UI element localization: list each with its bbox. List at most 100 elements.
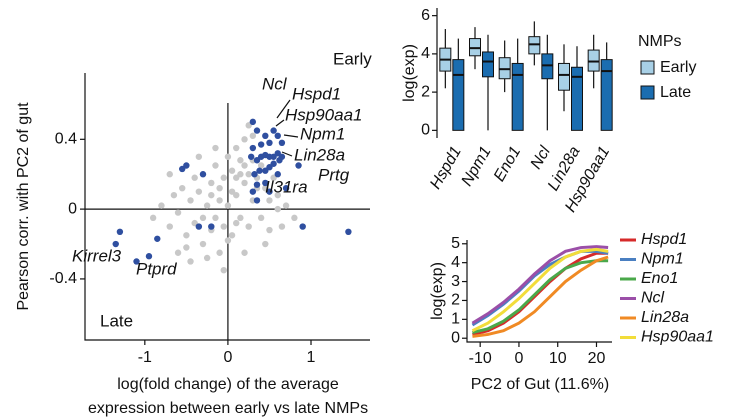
point [228, 167, 236, 174]
y-axis-label: log(exp) [401, 44, 418, 102]
x-tick-label: Ncl [528, 143, 555, 172]
box [452, 59, 465, 131]
point [241, 249, 248, 256]
point [208, 191, 215, 199]
point [220, 266, 227, 274]
point [278, 153, 286, 160]
point [266, 139, 273, 147]
x-tick-label: 1 [307, 349, 316, 366]
point [262, 240, 269, 248]
point [220, 174, 227, 181]
box [600, 59, 613, 131]
y-tick-label: 0 [451, 329, 460, 346]
line [471, 247, 609, 333]
point [266, 197, 273, 204]
point [112, 240, 119, 248]
point [224, 153, 232, 160]
leader-line [283, 134, 299, 138]
point [203, 202, 211, 209]
y-tick-label: -0.4 [49, 270, 77, 287]
axis [84, 73, 370, 341]
point [262, 132, 269, 140]
point [199, 240, 207, 248]
line [471, 245, 609, 325]
point [241, 136, 248, 143]
x-tick-label: -10 [469, 350, 492, 367]
y-tick-label: 0 [421, 122, 430, 139]
point [174, 249, 182, 256]
legend-swatch [640, 60, 655, 75]
point [212, 214, 219, 222]
point [224, 237, 232, 244]
point [199, 214, 207, 222]
point [270, 127, 277, 134]
point [195, 223, 203, 230]
x-tick-label: 10 [549, 350, 567, 367]
point [187, 197, 194, 204]
point [249, 188, 257, 195]
x-tick-label: 0 [223, 349, 232, 366]
point [245, 171, 252, 178]
y-tick-label: 1 [451, 311, 460, 328]
y-tick-label: 6 [421, 7, 430, 24]
point [274, 191, 281, 199]
point [233, 174, 240, 181]
y-axis-label: log(exp) [429, 262, 446, 320]
point [212, 144, 219, 152]
point [241, 162, 248, 169]
point [183, 244, 190, 251]
legend-label: Lin28a [641, 309, 689, 326]
point [274, 132, 281, 140]
x-tick-label: -1 [138, 349, 152, 366]
point [266, 226, 273, 234]
point [278, 223, 286, 230]
point [274, 171, 281, 178]
annotation: Il31ra [265, 177, 308, 196]
point [187, 258, 194, 265]
legend-label: Late [660, 84, 691, 101]
box [482, 51, 494, 78]
y-axis-label: Pearson corr. with PC2 of gut [15, 102, 32, 311]
point [253, 127, 261, 134]
point [233, 144, 240, 152]
annotation: Ptprd [136, 259, 177, 278]
annotation: Npm1 [300, 124, 345, 143]
point [253, 181, 261, 188]
point [233, 219, 240, 227]
point [247, 153, 255, 160]
x-tick-label: 20 [588, 350, 606, 367]
legend-label: Npm1 [641, 251, 684, 268]
point [345, 228, 352, 236]
point [195, 153, 203, 160]
legend-label: Hsp90aa1 [641, 329, 714, 346]
y-tick-label: 0 [68, 200, 77, 217]
point [170, 191, 178, 199]
point [133, 258, 140, 265]
box [511, 62, 524, 131]
point [274, 205, 281, 213]
box [558, 62, 570, 91]
point [216, 184, 223, 192]
x-tick-label: 0 [514, 350, 523, 367]
point [237, 214, 244, 222]
x-tick-label: Eno1 [491, 144, 524, 185]
point [245, 223, 252, 230]
point [256, 167, 263, 174]
point [166, 223, 173, 230]
point [174, 209, 182, 216]
point [257, 162, 265, 169]
point [249, 144, 257, 152]
point [199, 171, 207, 178]
y-tick-label: 4 [451, 254, 460, 271]
point [295, 162, 302, 169]
annotation: Prtg [318, 165, 350, 184]
line [472, 259, 609, 335]
y-tick-label: 3 [451, 273, 460, 290]
point [257, 141, 265, 148]
x-tick-label: Hspd1 [427, 144, 465, 193]
annotation: Hsp90aa1 [285, 105, 363, 124]
legend-swatch [640, 85, 655, 100]
point [154, 235, 161, 242]
point [270, 160, 277, 167]
